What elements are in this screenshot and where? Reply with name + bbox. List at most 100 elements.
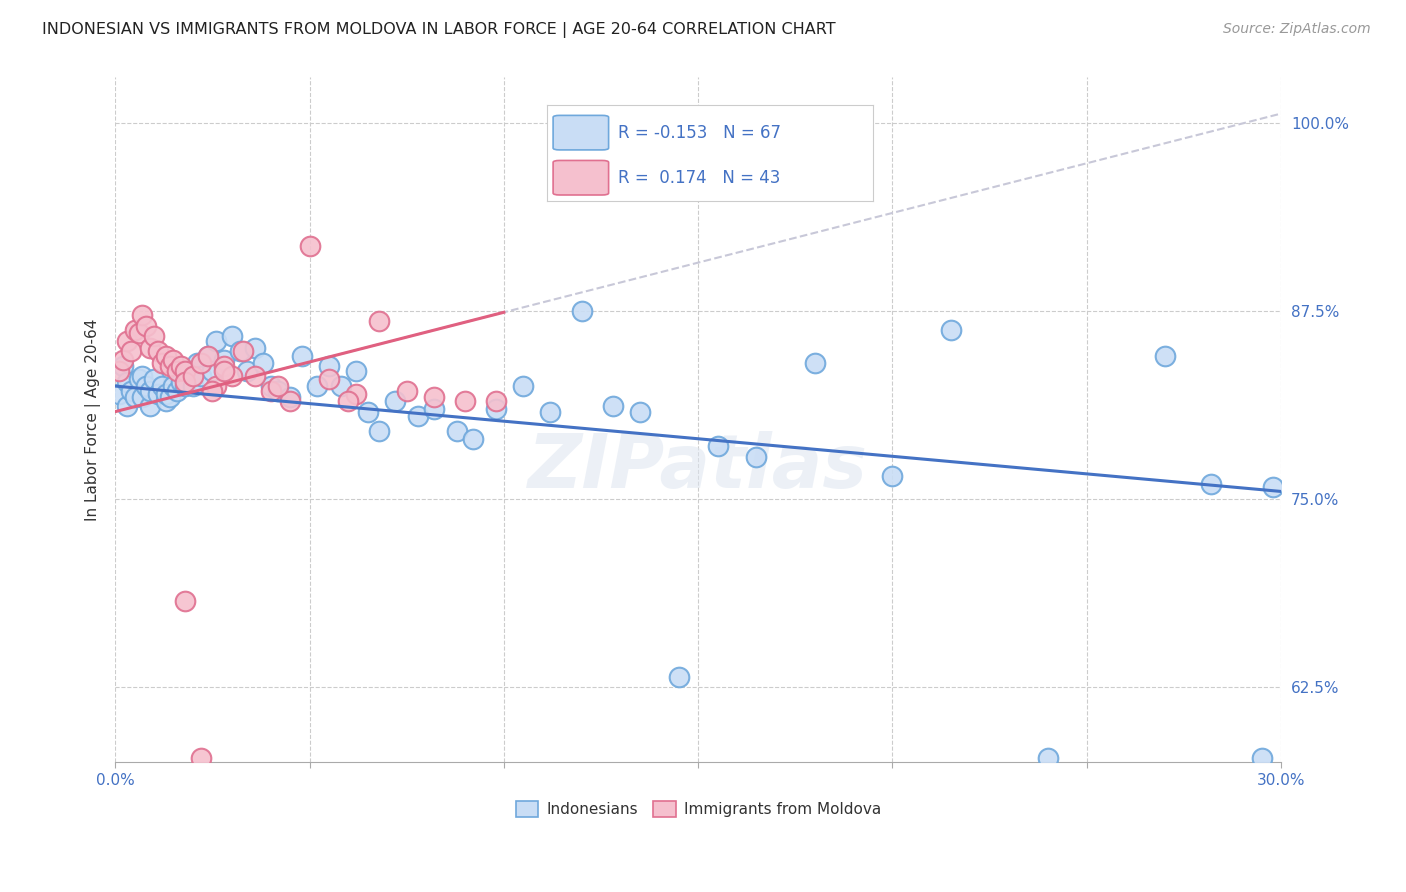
Point bbox=[139, 399, 162, 413]
Point bbox=[131, 308, 153, 322]
Point bbox=[1153, 349, 1175, 363]
Point bbox=[115, 375, 138, 389]
Point bbox=[243, 368, 266, 383]
Point bbox=[485, 394, 508, 409]
Point bbox=[423, 401, 446, 416]
Point bbox=[197, 349, 219, 363]
Point bbox=[318, 359, 340, 374]
Text: ZIPatlas: ZIPatlas bbox=[529, 432, 868, 504]
Point bbox=[259, 384, 281, 398]
Point bbox=[461, 432, 484, 446]
Point bbox=[205, 379, 228, 393]
Point bbox=[190, 368, 212, 383]
Point bbox=[803, 356, 825, 370]
Point bbox=[395, 384, 418, 398]
Point bbox=[882, 469, 904, 483]
Point bbox=[181, 368, 204, 383]
Point bbox=[228, 344, 250, 359]
Point bbox=[512, 379, 534, 393]
Point bbox=[159, 359, 181, 374]
Point bbox=[212, 359, 235, 374]
Point bbox=[143, 371, 166, 385]
Point bbox=[146, 344, 169, 359]
Point bbox=[232, 344, 254, 359]
Point bbox=[252, 356, 274, 370]
Point bbox=[146, 386, 169, 401]
Point bbox=[201, 384, 224, 398]
Point bbox=[120, 384, 142, 398]
Point bbox=[115, 399, 138, 413]
Point bbox=[485, 401, 508, 416]
Point bbox=[628, 404, 651, 418]
Point bbox=[329, 379, 352, 393]
Point bbox=[540, 404, 562, 418]
Point bbox=[197, 349, 219, 363]
Point bbox=[221, 329, 243, 343]
Point bbox=[571, 303, 593, 318]
Point bbox=[186, 356, 208, 370]
Point bbox=[115, 334, 138, 348]
Point bbox=[212, 364, 235, 378]
Point bbox=[337, 394, 360, 409]
Point bbox=[423, 390, 446, 404]
Point bbox=[368, 314, 391, 328]
Point bbox=[1250, 751, 1272, 765]
Point bbox=[259, 379, 281, 393]
Point bbox=[745, 450, 768, 464]
Point bbox=[155, 394, 177, 409]
Point bbox=[1263, 480, 1285, 494]
Point bbox=[1036, 751, 1059, 765]
Y-axis label: In Labor Force | Age 20-64: In Labor Force | Age 20-64 bbox=[86, 318, 101, 521]
Point bbox=[344, 364, 367, 378]
Point bbox=[243, 342, 266, 356]
Point bbox=[128, 371, 150, 385]
Point bbox=[344, 386, 367, 401]
Point bbox=[446, 424, 468, 438]
Point bbox=[368, 424, 391, 438]
Point bbox=[174, 379, 197, 393]
Point bbox=[278, 394, 301, 409]
Point bbox=[124, 390, 146, 404]
Point bbox=[205, 334, 228, 348]
Point bbox=[128, 326, 150, 341]
Point bbox=[159, 390, 181, 404]
Point bbox=[190, 751, 212, 765]
Point bbox=[155, 386, 177, 401]
Point bbox=[602, 399, 624, 413]
Text: INDONESIAN VS IMMIGRANTS FROM MOLDOVA IN LABOR FORCE | AGE 20-64 CORRELATION CHA: INDONESIAN VS IMMIGRANTS FROM MOLDOVA IN… bbox=[42, 22, 835, 38]
Point bbox=[318, 371, 340, 385]
Point bbox=[221, 368, 243, 383]
Point bbox=[135, 379, 157, 393]
Point bbox=[408, 409, 430, 424]
Legend: Indonesians, Immigrants from Moldova: Indonesians, Immigrants from Moldova bbox=[509, 795, 887, 823]
Point bbox=[384, 394, 406, 409]
Point bbox=[120, 344, 142, 359]
Point bbox=[939, 323, 962, 337]
Point bbox=[267, 379, 290, 393]
Point bbox=[236, 364, 259, 378]
Point bbox=[307, 379, 329, 393]
Point bbox=[170, 359, 193, 374]
Point bbox=[131, 368, 153, 383]
Point bbox=[298, 239, 321, 253]
Point bbox=[135, 318, 157, 333]
Point bbox=[166, 364, 188, 378]
Point bbox=[166, 384, 188, 398]
Point bbox=[162, 379, 184, 393]
Point bbox=[454, 394, 477, 409]
Point bbox=[278, 390, 301, 404]
Point bbox=[108, 364, 131, 378]
Point bbox=[139, 384, 162, 398]
Point bbox=[111, 359, 134, 374]
Point bbox=[150, 379, 173, 393]
Point bbox=[170, 375, 193, 389]
Point bbox=[177, 364, 200, 378]
Point bbox=[174, 364, 197, 378]
Point bbox=[111, 353, 134, 368]
Point bbox=[291, 349, 314, 363]
Point bbox=[190, 356, 212, 370]
Point bbox=[143, 329, 166, 343]
Point bbox=[668, 670, 690, 684]
Point bbox=[212, 353, 235, 368]
Point bbox=[174, 594, 197, 608]
